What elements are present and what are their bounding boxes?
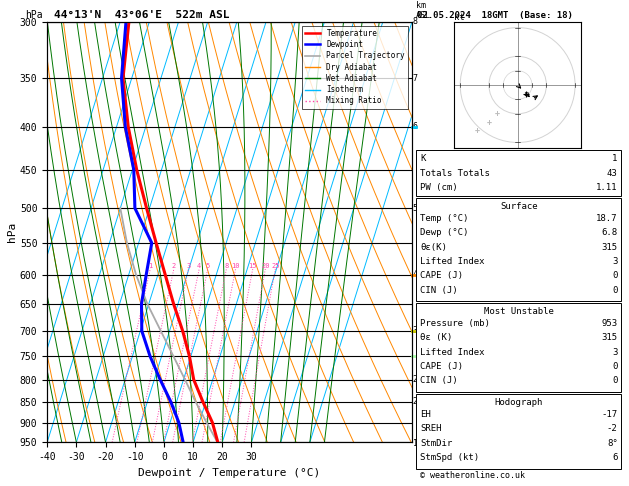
Text: 44°13'N  43°06'E  522m ASL: 44°13'N 43°06'E 522m ASL <box>55 10 230 20</box>
Text: θε(K): θε(K) <box>420 243 447 252</box>
Text: +: + <box>475 126 480 136</box>
Text: CAPE (J): CAPE (J) <box>420 362 463 371</box>
Text: 7: 7 <box>413 73 418 83</box>
Text: Mixing Ratio (g/kg): Mixing Ratio (g/kg) <box>426 206 436 300</box>
Text: θε (K): θε (K) <box>420 333 452 343</box>
Text: 5: 5 <box>206 262 210 269</box>
Text: 1: 1 <box>612 155 618 163</box>
Text: 1: 1 <box>413 439 418 448</box>
Text: Totals Totals: Totals Totals <box>420 169 490 178</box>
Text: 6: 6 <box>612 453 618 462</box>
Text: +: + <box>495 109 500 118</box>
Text: 0: 0 <box>612 285 618 295</box>
Text: CIN (J): CIN (J) <box>420 285 458 295</box>
Text: +: + <box>486 118 491 127</box>
Text: Surface: Surface <box>500 202 538 210</box>
Text: StmSpd (kt): StmSpd (kt) <box>420 453 479 462</box>
Text: kt: kt <box>455 13 465 22</box>
Text: 8: 8 <box>413 17 418 26</box>
Y-axis label: hPa: hPa <box>7 222 17 242</box>
Text: 2: 2 <box>413 397 418 406</box>
Text: 3: 3 <box>413 327 418 335</box>
Text: 02.05.2024  18GMT  (Base: 18): 02.05.2024 18GMT (Base: 18) <box>417 11 573 20</box>
Text: Most Unstable: Most Unstable <box>484 307 554 316</box>
Text: 953: 953 <box>601 319 618 328</box>
Text: 6.8: 6.8 <box>601 228 618 237</box>
Text: 3: 3 <box>612 348 618 357</box>
Text: EH: EH <box>420 410 431 419</box>
Text: SREH: SREH <box>420 424 442 434</box>
Text: 5: 5 <box>413 204 418 213</box>
Text: km
ASL: km ASL <box>416 1 431 20</box>
Text: -17: -17 <box>601 410 618 419</box>
Text: 8°: 8° <box>607 439 618 448</box>
Text: 25: 25 <box>271 262 280 269</box>
Legend: Temperature, Dewpoint, Parcel Trajectory, Dry Adiabat, Wet Adiabat, Isotherm, Mi: Temperature, Dewpoint, Parcel Trajectory… <box>302 26 408 108</box>
Text: 315: 315 <box>601 333 618 343</box>
Text: -2: -2 <box>607 424 618 434</box>
Text: 0: 0 <box>612 271 618 280</box>
Text: Lifted Index: Lifted Index <box>420 348 485 357</box>
Text: 0: 0 <box>612 362 618 371</box>
Text: K: K <box>420 155 426 163</box>
Text: 3: 3 <box>612 257 618 266</box>
Text: 6: 6 <box>413 122 418 131</box>
Text: 2: 2 <box>172 262 176 269</box>
Text: 315: 315 <box>601 243 618 252</box>
Text: Dewp (°C): Dewp (°C) <box>420 228 469 237</box>
Text: CIN (J): CIN (J) <box>420 377 458 385</box>
Text: Pressure (mb): Pressure (mb) <box>420 319 490 328</box>
Text: 10: 10 <box>231 262 240 269</box>
Text: Lifted Index: Lifted Index <box>420 257 485 266</box>
X-axis label: Dewpoint / Temperature (°C): Dewpoint / Temperature (°C) <box>138 468 321 478</box>
Text: 1: 1 <box>148 262 152 269</box>
Text: PW (cm): PW (cm) <box>420 183 458 192</box>
Text: StmDir: StmDir <box>420 439 452 448</box>
Text: hPa: hPa <box>25 10 43 20</box>
Text: 1.11: 1.11 <box>596 183 618 192</box>
Text: 0: 0 <box>612 377 618 385</box>
Text: 2 LCL: 2 LCL <box>413 375 438 384</box>
Text: Hodograph: Hodograph <box>495 398 543 407</box>
Text: © weatheronline.co.uk: © weatheronline.co.uk <box>420 471 525 480</box>
Text: 8: 8 <box>225 262 228 269</box>
Text: CAPE (J): CAPE (J) <box>420 271 463 280</box>
Text: 18.7: 18.7 <box>596 214 618 223</box>
Text: Temp (°C): Temp (°C) <box>420 214 469 223</box>
Text: 15: 15 <box>248 262 257 269</box>
Text: 3: 3 <box>186 262 191 269</box>
Text: 4: 4 <box>197 262 201 269</box>
Text: 20: 20 <box>261 262 270 269</box>
Text: 43: 43 <box>607 169 618 178</box>
Text: 4: 4 <box>413 270 418 279</box>
